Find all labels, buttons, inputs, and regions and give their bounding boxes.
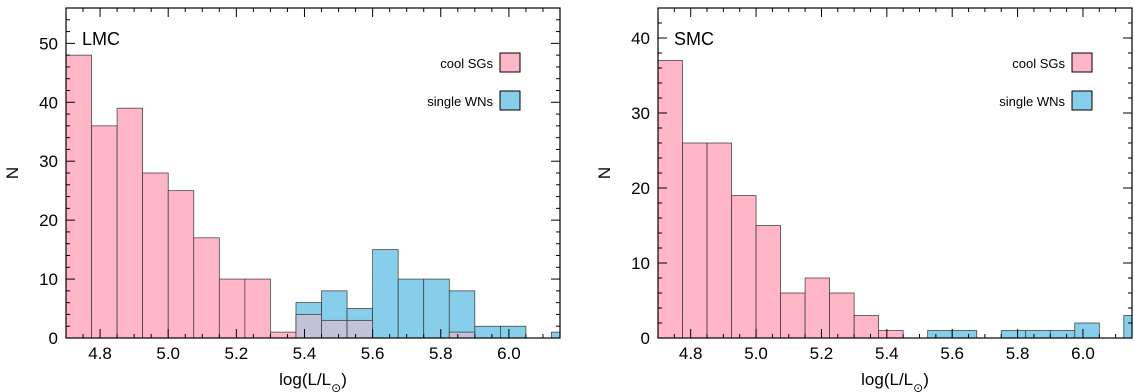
y-tick-label: 30: [631, 104, 650, 123]
single-wn-bar: [448, 290, 476, 338]
cool-sg-bar: [193, 237, 220, 338]
y-tick-label: 30: [39, 152, 58, 171]
cool-sg-bar: [731, 195, 757, 338]
legend-swatch: [1071, 90, 1093, 111]
x-tick-label: 5.8: [429, 344, 453, 363]
single-wn-bar: [500, 325, 527, 338]
panel-label: LMC: [82, 29, 120, 49]
lmc-histogram-panel: 4.8 5.0 5.2 5.4 5.6 5.8 6.0 0 10 20 30 40 50 log(L/L⊙…: [3, 7, 561, 392]
cool-sg-bar: [91, 125, 118, 338]
single-wn-bar: [423, 278, 450, 338]
legend-swatch: [499, 90, 521, 111]
overlap-bar: [295, 314, 322, 338]
cool-sg-bar: [244, 278, 271, 338]
cool-sg-bar: [755, 225, 781, 338]
x-tick-label: 5.8: [1006, 344, 1030, 363]
single-wn-bar: [1123, 315, 1132, 338]
cool-sg-bar: [658, 60, 683, 338]
x-tick-label: 5.2: [810, 344, 834, 363]
single-wn-bar: [1074, 322, 1100, 338]
smc-histogram-panel: 4.8 5.0 5.2 5.4 5.6 5.8 6.0 0 10 20 30 40 log(L/L⊙) N…: [595, 7, 1133, 392]
bars-group: [66, 54, 560, 338]
cool-sg-bar: [682, 142, 708, 338]
x-axis-label-close: ): [341, 370, 347, 389]
cool-sg-bar: [142, 172, 169, 338]
x-axis-label: log(L/L⊙): [861, 370, 929, 392]
cool-sg-bar: [167, 190, 195, 338]
legend-swatch: [1071, 52, 1093, 73]
single-wn-bar: [372, 249, 399, 338]
x-tick-label: 5.0: [156, 344, 180, 363]
legend: cool SGs single WNs: [427, 52, 521, 111]
single-wn-bar: [397, 278, 425, 338]
x-tick-label: 5.4: [875, 344, 899, 363]
legend-label: cool SGs: [1012, 56, 1065, 71]
x-tick-label: 5.6: [361, 344, 385, 363]
legend-label: cool SGs: [440, 56, 493, 71]
bars-group: [658, 60, 1132, 338]
x-tick-label: 4.8: [679, 344, 703, 363]
single-wn-bar: [474, 325, 501, 338]
tick-marks: [65, 7, 561, 339]
x-tick-label: 5.0: [744, 344, 768, 363]
single-wn-bar: [551, 331, 560, 338]
overlap-bar: [448, 331, 476, 338]
y-tick-label: 10: [631, 254, 650, 273]
x-axis-label-main: log(L/L: [279, 370, 331, 389]
x-tick-label: 6.0: [497, 344, 521, 363]
single-wn-bar: [1000, 330, 1027, 338]
panel-label: SMC: [674, 29, 714, 49]
legend: cool SGs single WNs: [999, 52, 1093, 111]
cool-sg-bar: [706, 142, 732, 338]
y-tick-label: 0: [641, 329, 650, 348]
x-tick-label: 5.2: [225, 344, 249, 363]
x-tick-label: 5.4: [293, 344, 317, 363]
legend-label: single WNs: [999, 94, 1065, 109]
cool-sg-bar: [853, 315, 880, 338]
x-axis-label-sub: ⊙: [331, 381, 341, 392]
x-tick-label: 4.8: [88, 344, 112, 363]
single-wn-bar: [927, 330, 953, 338]
single-wn-bar: [1049, 330, 1076, 338]
y-tick-label: 10: [39, 270, 58, 289]
cool-sg-bar: [878, 330, 904, 338]
legend-label: single WNs: [427, 94, 493, 109]
cool-sg-bar: [804, 277, 830, 338]
x-axis-label-sub: ⊙: [913, 381, 923, 392]
y-tick-label: 20: [631, 179, 650, 198]
cool-sg-bar: [116, 107, 144, 338]
single-wn-bar: [951, 330, 978, 338]
x-tick-label: 6.0: [1071, 344, 1095, 363]
y-tick-label: 40: [39, 93, 58, 112]
y-axis-label: N: [3, 167, 22, 179]
cool-sg-bar: [218, 278, 246, 338]
cool-sg-bar: [270, 331, 297, 338]
cool-sg-bar: [829, 292, 855, 338]
tick-marks: [657, 7, 1133, 339]
overlap-bar: [321, 319, 348, 338]
y-axis-label: N: [595, 167, 614, 179]
y-tick-label: 0: [49, 329, 58, 348]
x-axis-label: log(L/L⊙): [279, 370, 347, 392]
x-tick-label: 5.6: [940, 344, 964, 363]
x-axis-label-close: ): [923, 370, 929, 389]
legend-swatch: [499, 52, 521, 73]
cool-sg-bar: [780, 292, 806, 338]
y-tick-label: 40: [631, 29, 650, 48]
y-tick-label: 20: [39, 211, 58, 230]
single-wn-bar: [1025, 330, 1051, 338]
overlap-bar: [346, 319, 373, 338]
y-tick-label: 50: [39, 34, 58, 53]
x-axis-label-main: log(L/L: [861, 370, 913, 389]
